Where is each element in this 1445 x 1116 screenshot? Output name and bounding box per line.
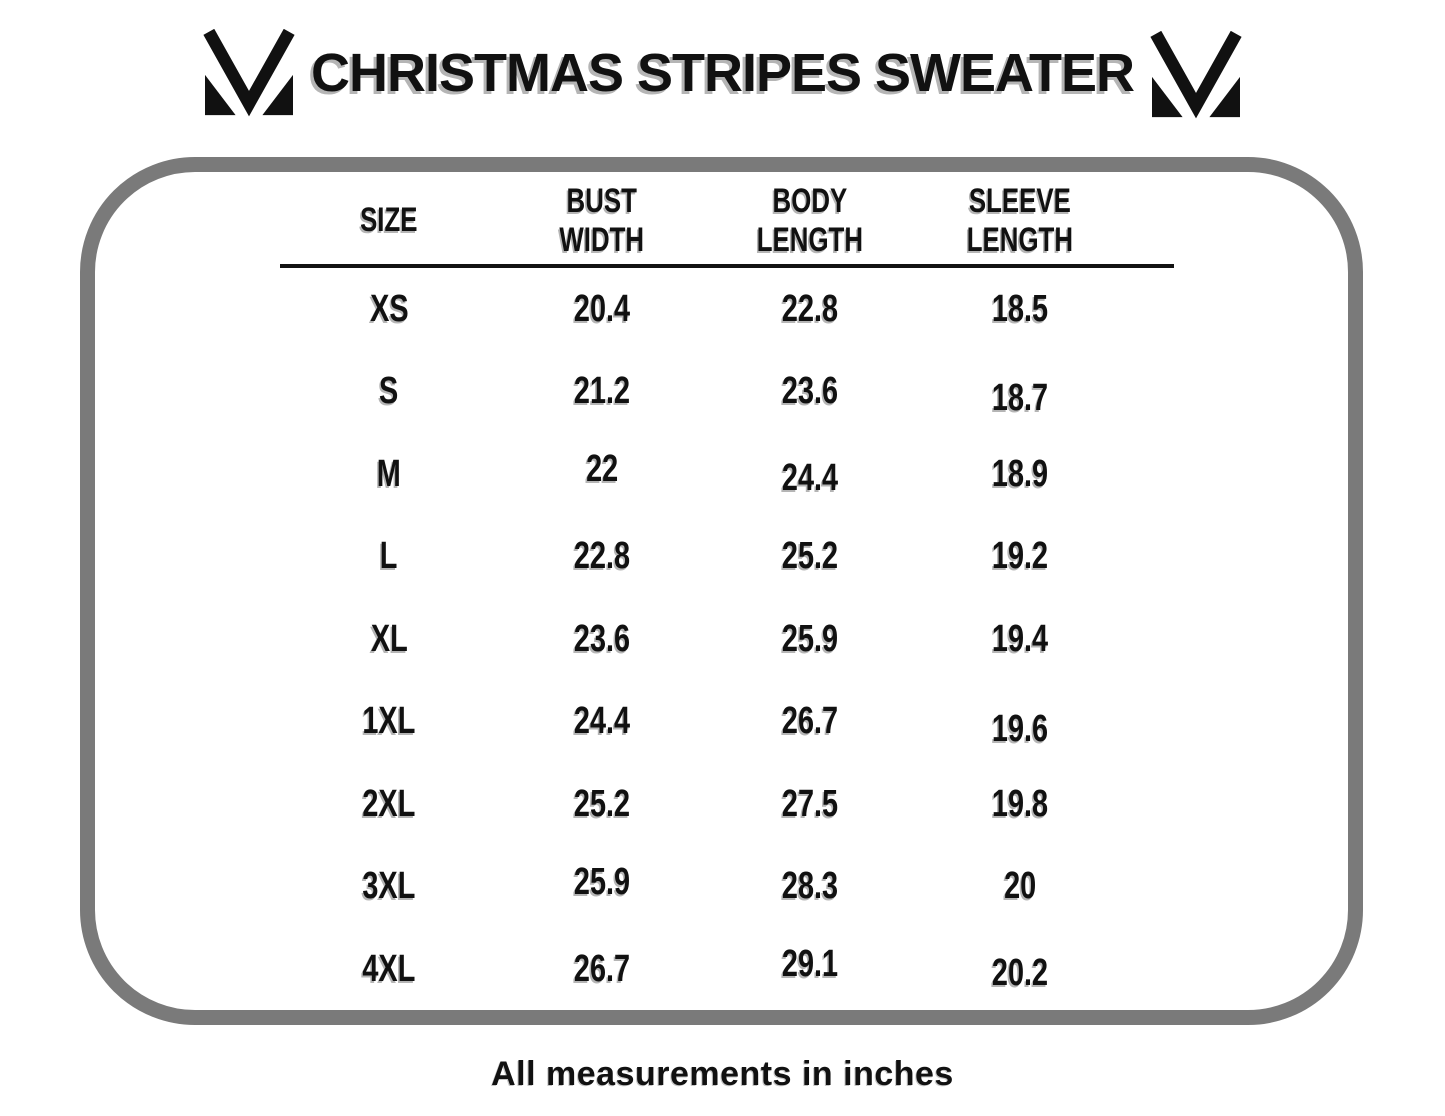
page-title: CHRISTMAS STRIPES SWEATER: [310, 42, 1135, 103]
size-cell: 2XL: [362, 782, 416, 825]
measurement-cell: 21.2: [573, 370, 631, 413]
measurement-cell: 26.7: [573, 947, 631, 990]
units-footnote: All measurements in inches: [491, 1055, 954, 1093]
table-row: 1XL 24.4 26.7 19.6: [280, 681, 1174, 764]
header-cell: BODY LENGTH: [756, 181, 864, 259]
size-cell: XS: [369, 287, 409, 330]
header-cell: SLEEVE LENGTH: [966, 181, 1074, 259]
measurement-cell: 20.4: [573, 287, 631, 330]
table-row: M 22 24.4 18.9: [280, 433, 1174, 516]
measurement-cell: 19.4: [991, 617, 1049, 660]
size-chart-border-box: [80, 157, 1363, 1025]
header-cell: SIZE: [360, 201, 418, 240]
table-row: 2XL 25.2 27.5 19.8: [280, 763, 1174, 846]
table-row: 4XL 26.7 29.1 20.2: [280, 928, 1174, 1011]
header-divider-line: [280, 264, 1174, 268]
measurement-cell: 19.2: [991, 535, 1049, 578]
measurement-cell: 20.2: [991, 951, 1049, 994]
table-row: XS 20.4 22.8 18.5: [280, 268, 1174, 351]
brand-logo-right: [1148, 26, 1244, 119]
measurement-cell: 18.9: [991, 452, 1049, 495]
measurement-cell: 19.6: [991, 708, 1049, 751]
size-cell: S: [379, 370, 399, 413]
measurement-cell: 23.6: [573, 617, 631, 660]
table-row: 3XL 25.9 28.3 20: [280, 846, 1174, 929]
table-header-row: SIZE BUST WIDTH BODY LENGTH SLEEVE LENGTH: [280, 178, 1174, 264]
measurement-cell: 23.6: [781, 370, 839, 413]
measurement-cell: 25.2: [573, 782, 631, 825]
m-checkmark-logo-icon: [1150, 31, 1242, 119]
header-cell: BUST WIDTH: [559, 181, 645, 259]
measurement-cell: 18.5: [991, 287, 1049, 330]
measurement-cell: 24.4: [573, 700, 631, 743]
measurement-cell: 22.8: [573, 535, 631, 578]
measurement-cell: 22: [585, 447, 619, 490]
size-cell: 4XL: [362, 947, 416, 990]
table-row: XL 23.6 25.9 19.4: [280, 598, 1174, 681]
table-body: XS 20.4 22.8 18.5 S 21.2 23.6 18.7 M 22 24.4 18.9 L 2…: [280, 268, 1174, 1011]
measurement-cell: 27.5: [781, 782, 839, 825]
measurement-cell: 18.7: [991, 377, 1049, 420]
measurement-cell: 25.2: [781, 535, 839, 578]
measurement-cell: 20: [1003, 865, 1037, 908]
m-checkmark-logo-icon: [203, 28, 295, 116]
size-cell: XL: [370, 617, 408, 660]
measurement-cell: 25.9: [781, 617, 839, 660]
brand-logo-left: [201, 28, 297, 117]
header: CHRISTMAS STRIPES SWEATER: [0, 26, 1445, 119]
measurement-cell: 19.8: [991, 782, 1049, 825]
measurement-cell: 24.4: [781, 456, 839, 499]
measurement-cell: 22.8: [781, 287, 839, 330]
size-cell: 1XL: [362, 700, 416, 743]
measurement-cell: 25.9: [573, 861, 631, 904]
table-row: L 22.8 25.2 19.2: [280, 516, 1174, 599]
measurement-cell: 26.7: [781, 700, 839, 743]
measurement-cell: 29.1: [781, 942, 839, 985]
table-row: S 21.2 23.6 18.7: [280, 351, 1174, 434]
size-cell: M: [376, 452, 402, 495]
measurement-cell: 28.3: [781, 865, 839, 908]
size-chart-table: SIZE BUST WIDTH BODY LENGTH SLEEVE LENGTH XS 20…: [280, 178, 1174, 1011]
size-cell: L: [380, 535, 398, 578]
size-cell: 3XL: [362, 865, 416, 908]
